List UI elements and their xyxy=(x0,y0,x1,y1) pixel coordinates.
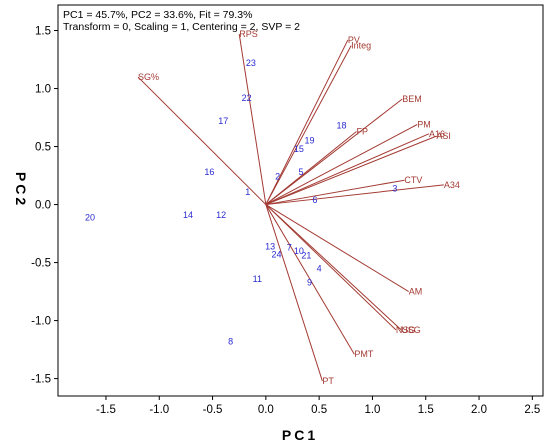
variable-vector-line xyxy=(238,33,267,205)
x-axis-title: PC1 xyxy=(282,427,318,443)
x-tick-label: 2.5 xyxy=(524,404,540,416)
variable-vector-line xyxy=(265,204,397,331)
x-tick-label: 1.0 xyxy=(364,404,380,416)
observation-label: 12 xyxy=(216,210,226,220)
variable-vector-label: SG% xyxy=(138,72,159,82)
variable-vector-line xyxy=(265,98,403,205)
y-axis-ticks: -1.5 -1.0 -0.5 0.0 0.5 1.0 1.5 xyxy=(31,26,58,386)
x-tick-label: 0.5 xyxy=(311,404,327,416)
observation-label: 9 xyxy=(307,277,312,287)
observation-label: 23 xyxy=(246,58,256,68)
variable-vector-line xyxy=(265,204,402,331)
variable-vector-label: RPS xyxy=(239,29,258,39)
x-tick-label: 0.0 xyxy=(258,404,274,416)
variable-vector-line xyxy=(137,76,267,205)
variable-vector-line xyxy=(265,184,444,206)
observation-label: 15 xyxy=(294,144,304,154)
observation-label: 20 xyxy=(85,212,95,222)
plot-frame xyxy=(57,4,544,397)
y-tick-label: 0.0 xyxy=(35,200,51,212)
x-tick-label: 1.5 xyxy=(418,404,434,416)
observation-label: 17 xyxy=(218,116,228,126)
observation-label: 3 xyxy=(392,183,397,193)
observation-label: 21 xyxy=(301,251,311,261)
variable-vector-label: PT xyxy=(322,376,334,386)
observation-label: 5 xyxy=(299,167,304,177)
observation-label: 24 xyxy=(272,249,282,259)
observation-label: 14 xyxy=(183,210,193,220)
x-tick-label: -0.5 xyxy=(203,404,223,416)
variable-vector-line xyxy=(265,135,437,206)
info-line-1: PC1 = 45.7%, PC2 = 33.6%, Fit = 79.3% xyxy=(63,9,252,21)
y-tick-label: 1.5 xyxy=(35,26,51,38)
observation-label: 10 xyxy=(294,246,304,256)
variable-vector-label: PM xyxy=(417,120,431,130)
y-tick-label: 1.0 xyxy=(35,84,51,96)
variable-vector-label: ASI xyxy=(436,131,451,141)
y-tick-label: -1.0 xyxy=(31,316,51,328)
variable-vector-line xyxy=(265,133,430,206)
y-tick-label: 0.5 xyxy=(35,142,51,154)
variable-vector-line xyxy=(265,204,355,355)
variable-vector-line xyxy=(265,179,405,206)
observation-label: 22 xyxy=(242,93,252,103)
variable-vector-line xyxy=(265,124,418,206)
observation-label: 2 xyxy=(275,172,280,182)
variable-vector-label: CTV xyxy=(404,175,422,185)
x-tick-label: 2.0 xyxy=(471,404,487,416)
y-tick-label: -0.5 xyxy=(31,258,51,270)
variable-vector-line xyxy=(265,204,323,382)
x-tick-label: -1.0 xyxy=(149,404,169,416)
x-tick-label: -1.5 xyxy=(96,404,116,416)
variable-vector-line xyxy=(265,45,352,205)
y-axis-title: PC2 xyxy=(13,172,29,208)
variable-vector-line xyxy=(265,204,409,293)
observation-label: 6 xyxy=(312,195,317,205)
variable-vector-label: BEM xyxy=(402,94,422,104)
observation-label: 19 xyxy=(305,136,315,146)
variable-vector-label: A34 xyxy=(444,180,460,190)
variable-vector-line xyxy=(265,39,349,205)
observation-label: 8 xyxy=(228,336,233,346)
observation-label: 16 xyxy=(204,167,214,177)
observation-label: 1 xyxy=(245,187,250,197)
variable-vector-label: FP xyxy=(356,126,368,136)
y-tick-label: -1.5 xyxy=(31,374,51,386)
variable-vector-label: USG xyxy=(401,325,421,335)
observation-label: 7 xyxy=(287,242,292,252)
variable-vector-label: PMT xyxy=(354,349,374,359)
variable-vector-label: Integ xyxy=(351,41,371,51)
info-line-2: Transform = 0, Scaling = 1, Centering = … xyxy=(63,21,300,33)
variable-vector-label: AM xyxy=(409,287,423,297)
variable-vector-label: NSG xyxy=(396,325,416,335)
observation-label: 4 xyxy=(317,263,322,273)
variable-vector-line xyxy=(265,131,357,205)
observation-label: 18 xyxy=(337,121,347,131)
variable-vector-label: PV xyxy=(348,35,360,45)
variable-vector-label: A16 xyxy=(429,129,445,139)
observation-label: 13 xyxy=(265,241,275,251)
observation-label: 11 xyxy=(253,274,262,284)
x-axis-ticks: -1.5 -1.0 -0.5 0.0 0.5 1.0 1.5 2.0 2.5 xyxy=(96,396,540,416)
